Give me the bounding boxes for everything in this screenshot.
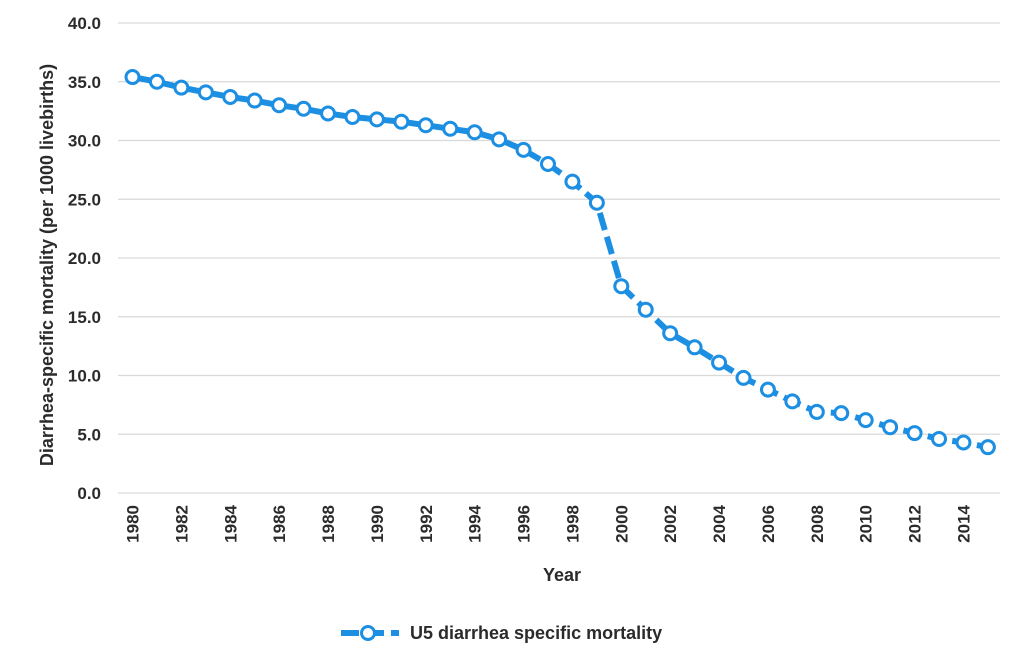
data-point <box>882 419 899 436</box>
data-point <box>588 194 605 211</box>
data-point <box>759 381 776 398</box>
x-tick-label: 1980 <box>124 505 143 543</box>
legend: U5 diarrhea specific mortality <box>341 623 662 643</box>
data-point <box>124 69 141 86</box>
data-point <box>686 339 703 356</box>
data-point <box>466 124 483 141</box>
data-point <box>222 89 239 106</box>
x-tick-label: 1996 <box>515 505 534 543</box>
x-tick-label: 1998 <box>563 505 582 543</box>
series-u5-diarrhea <box>124 69 996 456</box>
data-point <box>637 301 654 318</box>
data-point <box>711 354 728 371</box>
y-tick-label: 20.0 <box>68 249 101 268</box>
y-tick-label: 35.0 <box>68 73 101 92</box>
data-point <box>148 73 165 90</box>
data-point <box>271 97 288 114</box>
data-point <box>197 84 214 101</box>
data-point <box>344 109 361 125</box>
x-tick-label: 2000 <box>612 505 631 543</box>
y-tick-label: 10.0 <box>68 367 101 386</box>
data-point <box>955 434 972 451</box>
x-tick-label: 2014 <box>954 504 973 542</box>
data-point <box>564 173 581 190</box>
legend-marker-swatch <box>360 625 376 641</box>
data-point <box>784 393 801 410</box>
x-tick-label: 2010 <box>857 505 876 543</box>
data-point <box>393 113 410 130</box>
data-point <box>833 405 850 422</box>
y-tick-label: 40.0 <box>68 14 101 33</box>
data-point <box>173 79 190 96</box>
x-tick-label: 1986 <box>270 505 289 543</box>
x-axis-tick-labels: 1980 1982 1984 1986 1988 1990 1992 1994 1996 1998… <box>124 504 974 542</box>
data-point <box>539 156 556 172</box>
x-tick-label: 2008 <box>808 505 827 543</box>
y-tick-label: 25.0 <box>68 190 101 209</box>
legend-label: U5 diarrhea specific mortality <box>410 623 662 643</box>
data-point <box>515 141 532 158</box>
x-tick-label: 1990 <box>368 505 387 543</box>
x-tick-label: 1988 <box>319 505 338 543</box>
data-point <box>808 403 825 420</box>
x-tick-label: 1992 <box>417 505 436 543</box>
x-tick-label: 2012 <box>906 505 925 543</box>
data-point <box>295 100 312 117</box>
y-axis-title: Diarrhea-specific mortality (per 1000 li… <box>37 64 57 466</box>
x-axis-title: Year <box>543 565 581 585</box>
x-tick-label: 1982 <box>172 505 191 543</box>
data-point <box>735 369 752 386</box>
y-tick-label: 5.0 <box>77 425 101 444</box>
series-line <box>131 74 989 451</box>
x-tick-label: 2004 <box>710 504 729 542</box>
y-axis-tick-labels: 0.0 5.0 10.0 15.0 20.0 25.0 30.0 35.0 40.0 <box>68 14 101 503</box>
data-point <box>931 430 948 447</box>
x-tick-label: 1984 <box>221 504 240 542</box>
data-point <box>662 325 679 342</box>
data-point <box>491 131 508 148</box>
data-point <box>417 117 434 134</box>
x-tick-label: 2002 <box>661 505 680 543</box>
data-point <box>320 105 337 122</box>
gridlines <box>118 22 1000 494</box>
y-tick-label: 15.0 <box>68 308 101 327</box>
data-point <box>613 278 630 295</box>
x-tick-label: 1994 <box>466 504 485 542</box>
data-point <box>368 111 385 128</box>
y-tick-label: 30.0 <box>68 132 101 151</box>
data-point <box>979 439 996 456</box>
data-point <box>246 92 263 109</box>
data-point <box>906 425 923 442</box>
data-point <box>857 412 874 429</box>
y-tick-label: 0.0 <box>77 484 101 503</box>
x-tick-label: 2006 <box>759 505 778 543</box>
data-point <box>442 120 459 137</box>
